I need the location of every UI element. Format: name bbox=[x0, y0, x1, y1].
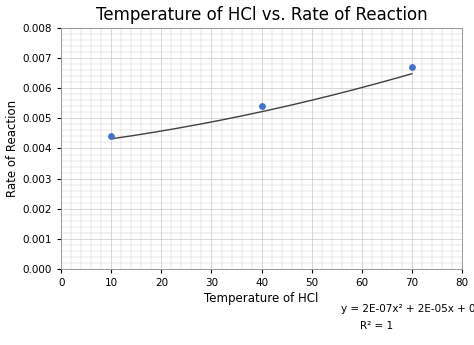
Point bbox=[408, 64, 416, 70]
Text: y = 2E-07x² + 2E-05x + 0.0041: y = 2E-07x² + 2E-05x + 0.0041 bbox=[341, 304, 474, 314]
X-axis label: Temperature of HCl: Temperature of HCl bbox=[204, 292, 319, 305]
Point bbox=[258, 104, 265, 109]
Title: Temperature of HCl vs. Rate of Reaction: Temperature of HCl vs. Rate of Reaction bbox=[96, 6, 428, 23]
Text: R² = 1: R² = 1 bbox=[360, 321, 393, 331]
Y-axis label: Rate of Reaction: Rate of Reaction bbox=[6, 100, 18, 197]
Point bbox=[108, 134, 115, 139]
